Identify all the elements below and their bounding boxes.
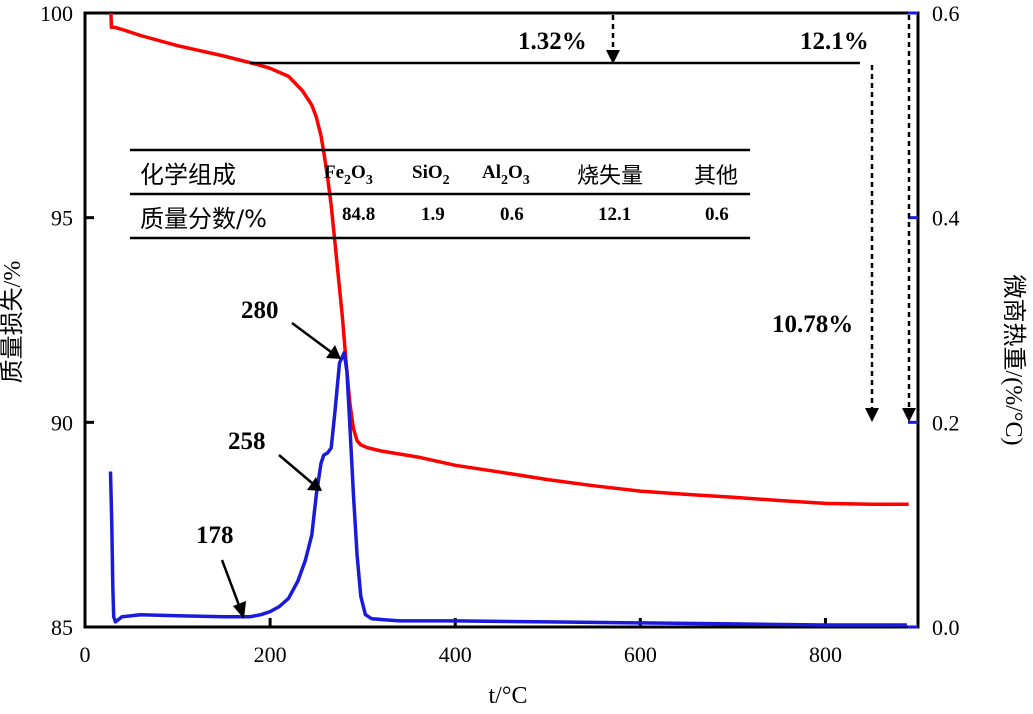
y-tick-label-90: 90 — [51, 410, 73, 435]
y-axis-title: 质量损失/% — [0, 261, 26, 384]
y2-tick-label-0.0: 0.0 — [932, 615, 960, 640]
table-header-other: 其他 — [694, 164, 738, 189]
table-row2-label: 质量分数/% — [140, 205, 267, 233]
composition-table: 化学组成 质量分数/% Fe2O3 SiO2 Al2O3 烧失量 其他 84.8… — [130, 148, 750, 240]
tg-series-line — [109, 12, 909, 506]
y-tick-label-100: 100 — [40, 1, 73, 26]
table-value-sio2: 1.9 — [421, 204, 445, 225]
peak-arrowheads — [233, 345, 341, 619]
table-value-other: 0.6 — [705, 204, 729, 225]
peak-280-arrow-line — [291, 321, 332, 354]
x-tick-label-0: 0 — [80, 642, 91, 667]
peak-label-258: 258 — [228, 428, 266, 455]
dtg-series-line — [108, 350, 907, 627]
y2-tick-label-0.6: 0.6 — [932, 1, 960, 26]
table-value-loss: 12.1 — [598, 204, 631, 225]
x-tick-label-800: 800 — [809, 642, 842, 667]
peak-258-arrowhead — [307, 477, 322, 491]
y2-axis-title: 微商热重/(%/°C) — [1000, 275, 1027, 446]
arrowheads — [606, 50, 916, 422]
peak-label-280: 280 — [241, 297, 279, 324]
table-value-al2o3: 0.6 — [500, 204, 524, 225]
peak-280-arrowhead — [326, 345, 341, 359]
table-header-fe2o3: Fe2O3 — [324, 162, 373, 188]
table-header-al2o3: Al2O3 — [482, 162, 530, 188]
y2-tick-label-0.4: 0.4 — [932, 206, 960, 231]
annotation-1-32: 1.32% — [518, 28, 587, 55]
plot-frame — [83, 11, 920, 629]
table-header-loss: 烧失量 — [577, 164, 643, 189]
arrowhead-12-1 — [902, 408, 916, 422]
table-row1-label: 化学组成 — [140, 161, 236, 189]
y2-axis-ticks: 0.0 0.2 0.4 0.6 — [908, 1, 960, 640]
peak-178-arrowhead — [233, 601, 246, 619]
peak-label-178: 178 — [196, 522, 234, 549]
y-tick-label-95: 95 — [51, 206, 73, 231]
x-tick-label-200: 200 — [254, 642, 287, 667]
y2-tick-label-0.2: 0.2 — [932, 410, 960, 435]
annotation-10-78: 10.78% — [772, 311, 853, 338]
mass-loss-dashed-arrows — [611, 15, 911, 410]
annotation-12-1: 12.1% — [800, 28, 869, 55]
table-value-fe2o3: 84.8 — [342, 204, 375, 225]
x-axis-title: t/°C — [489, 683, 528, 709]
x-tick-label-400: 400 — [439, 642, 472, 667]
arrowhead-1-32 — [606, 50, 620, 64]
y-axis-ticks: 85 90 95 100 — [40, 1, 94, 640]
peak-label-arrows — [220, 321, 332, 609]
peak-178-arrow-line — [220, 559, 242, 609]
peak-258-arrow-line — [278, 454, 313, 484]
x-tick-label-600: 600 — [624, 642, 657, 667]
table-header-sio2: SiO2 — [412, 162, 450, 188]
y-tick-label-85: 85 — [51, 615, 73, 640]
arrowhead-10-78 — [865, 408, 879, 422]
